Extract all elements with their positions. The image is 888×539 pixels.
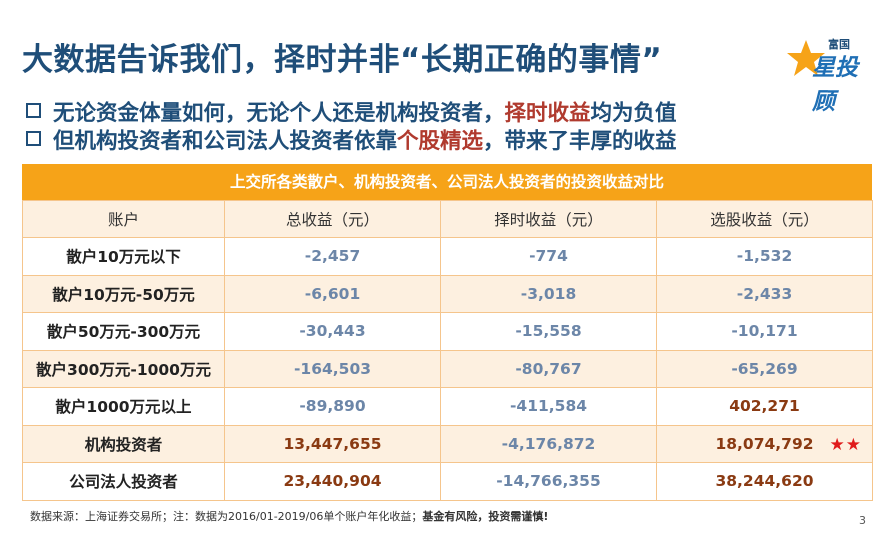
returns-table-container: 上交所各类散户、机构投资者、公司法人投资者的投资收益对比 账户 总收益（元） 择… [22, 164, 873, 501]
selection-cell: -10,171 [656, 312, 873, 351]
total-cell: -30,443 [224, 312, 441, 351]
total-cell: 13,447,655 [224, 424, 441, 463]
logo-text-main: 星投顾 [812, 55, 858, 115]
timing-cell: -80,767 [440, 349, 657, 388]
table-row: 公司法人投资者 23,440,904 -14,766,355 38,244,62… [22, 462, 873, 501]
timing-cell: -3,018 [440, 274, 657, 313]
timing-cell: -15,558 [440, 312, 657, 351]
account-cell: 散户300万元-1000万元 [22, 349, 225, 388]
logo-text-top: 富国 [828, 38, 850, 51]
table-row: 散户10万元-50万元 -6,601 -3,018 -2,433 [22, 274, 873, 313]
returns-table: 账户 总收益（元） 择时收益（元） 选股收益（元） 散户10万元以下 -2,45… [22, 200, 873, 501]
star-rating-icon: ★★ [829, 434, 862, 455]
selection-value: 18,074,792 [715, 434, 814, 453]
account-cell: 散户10万元以下 [22, 237, 225, 276]
bullet-2-text: 但机构投资者和公司法人投资者依靠 [53, 129, 398, 154]
page-number: 3 [859, 514, 866, 527]
account-cell: 散户10万元-50万元 [22, 274, 225, 313]
timing-cell: -411,584 [440, 387, 657, 426]
timing-cell: -4,176,872 [440, 424, 657, 463]
selection-cell: 402,271 [656, 387, 873, 426]
selection-cell: -65,269 [656, 349, 873, 388]
timing-cell: -14,766,355 [440, 462, 657, 501]
footnote: 数据来源：上海证券交易所；注：数据为2016/01-2019/06单个账户年化收… [30, 508, 548, 524]
table-title: 上交所各类散户、机构投资者、公司法人投资者的投资收益对比 [22, 164, 872, 200]
bullet-point-2: 但机构投资者和公司法人投资者依靠个股精选，带来了丰厚的收益 [26, 124, 677, 155]
page-title: 大数据告诉我们，择时并非“长期正确的事情” [22, 42, 663, 78]
star-logo-icon [787, 40, 825, 76]
total-cell: -89,890 [224, 387, 441, 426]
square-bullet-icon [26, 131, 41, 146]
selection-cell: 38,244,620 [656, 462, 873, 501]
header-selection: 选股收益（元） [656, 200, 873, 238]
total-cell: -6,601 [224, 274, 441, 313]
brand-logo: 富国 星投顾 [786, 34, 870, 115]
square-bullet-icon [26, 103, 41, 118]
header-account: 账户 [22, 200, 225, 238]
selection-cell: -2,433 [656, 274, 873, 313]
bullet-1-text: 无论资金体量如何，无论个人还是机构投资者， [53, 101, 505, 126]
table-row: 散户50万元-300万元 -30,443 -15,558 -10,171 [22, 312, 873, 351]
table-row: 散户1000万元以上 -89,890 -411,584 402,271 [22, 387, 873, 426]
total-cell: -164,503 [224, 349, 441, 388]
bullet-1-highlight: 择时收益 [504, 101, 591, 126]
header-total: 总收益（元） [224, 200, 441, 238]
bullet-1-tail: 均为负值 [590, 101, 677, 126]
selection-cell: 18,074,792 ★★ [656, 424, 873, 463]
bullet-2-highlight: 个股精选 [397, 129, 484, 154]
account-cell: 散户50万元-300万元 [22, 312, 225, 351]
risk-warning: 基金有风险，投资需谨慎! [422, 510, 549, 523]
selection-cell: -1,532 [656, 237, 873, 276]
table-row: 机构投资者 13,447,655 -4,176,872 18,074,792 ★★ [22, 424, 873, 463]
table-header-row: 账户 总收益（元） 择时收益（元） 选股收益（元） [22, 200, 873, 238]
account-cell: 公司法人投资者 [22, 462, 225, 501]
account-cell: 散户1000万元以上 [22, 387, 225, 426]
total-cell: -2,457 [224, 237, 441, 276]
bullet-2-tail: ，带来了丰厚的收益 [483, 129, 677, 154]
account-cell: 机构投资者 [22, 424, 225, 463]
footnote-source: 数据来源：上海证券交易所；注：数据为2016/01-2019/06单个账户年化收… [30, 510, 423, 523]
table-row: 散户10万元以下 -2,457 -774 -1,532 [22, 237, 873, 276]
total-cell: 23,440,904 [224, 462, 441, 501]
bullet-point-1: 无论资金体量如何，无论个人还是机构投资者，择时收益均为负值 [26, 96, 677, 127]
header-timing: 择时收益（元） [440, 200, 657, 238]
table-row: 散户300万元-1000万元 -164,503 -80,767 -65,269 [22, 349, 873, 388]
timing-cell: -774 [440, 237, 657, 276]
